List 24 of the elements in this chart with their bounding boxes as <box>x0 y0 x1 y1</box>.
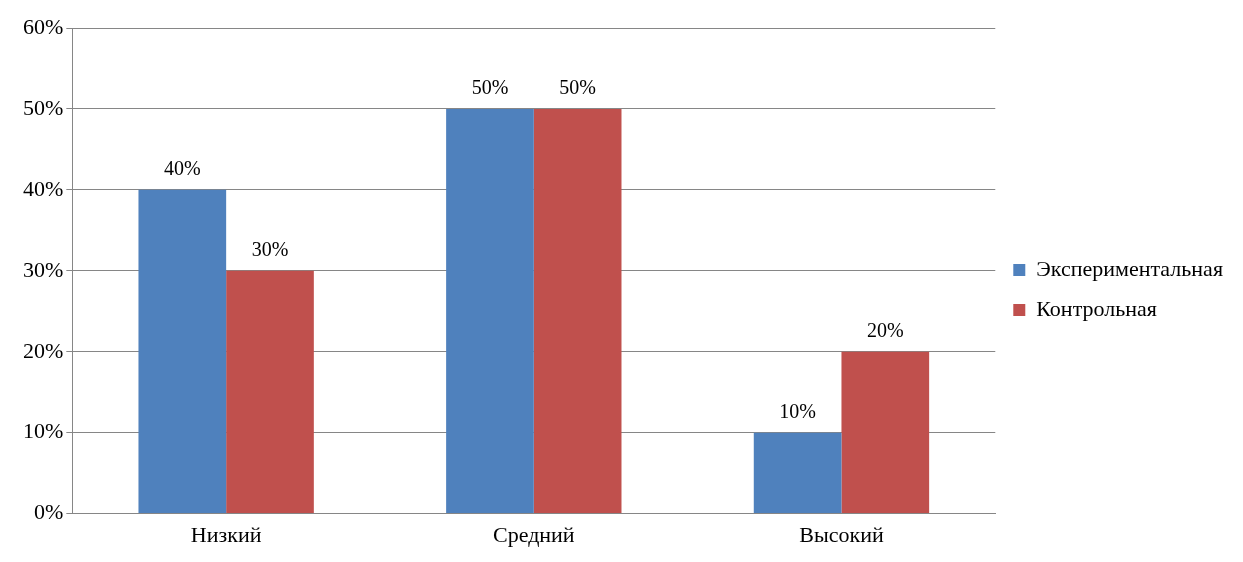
data-label: 50% <box>559 76 596 99</box>
bar <box>841 351 930 514</box>
y-tick-label: 30% <box>23 256 64 282</box>
y-tick-label: 50% <box>23 94 64 120</box>
x-tick-label: Высокий <box>799 521 884 547</box>
y-tick-label: 40% <box>23 175 64 201</box>
bar <box>446 108 534 514</box>
y-tick-label: 60% <box>23 13 64 39</box>
data-label: 40% <box>163 157 201 180</box>
data-label: 50% <box>471 76 509 99</box>
x-tick-label: Средний <box>492 521 575 547</box>
x-tick-label: Низкий <box>190 521 262 547</box>
y-tick-label: 10% <box>23 418 64 444</box>
y-tick-label: 20% <box>23 337 64 363</box>
bar <box>533 108 622 514</box>
bar <box>226 270 314 514</box>
data-label: 10% <box>779 399 816 422</box>
bar <box>753 432 842 514</box>
data-label: 20% <box>866 318 904 341</box>
legend-label: Контрольная <box>1036 295 1157 321</box>
data-label: 30% <box>251 238 289 261</box>
legend-label: Экспериментальная <box>1036 255 1224 281</box>
y-tick-label: 0% <box>34 499 64 525</box>
bar <box>138 189 227 514</box>
